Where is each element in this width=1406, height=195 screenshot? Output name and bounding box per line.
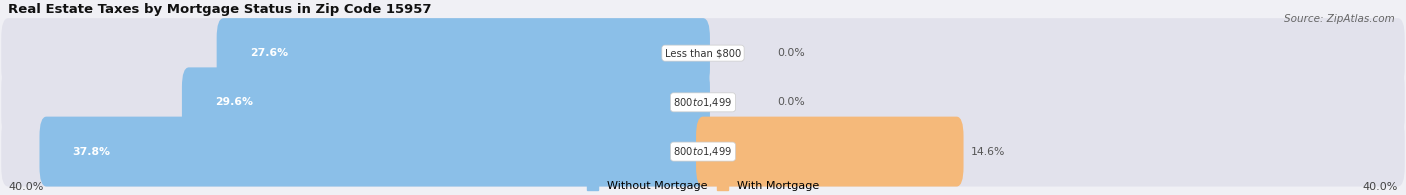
FancyBboxPatch shape	[696, 117, 963, 187]
Text: 0.0%: 0.0%	[778, 97, 804, 107]
FancyBboxPatch shape	[1, 18, 1405, 88]
Legend: Without Mortgage, With Mortgage: Without Mortgage, With Mortgage	[588, 181, 818, 191]
FancyBboxPatch shape	[39, 117, 710, 187]
FancyBboxPatch shape	[1, 117, 1405, 187]
FancyBboxPatch shape	[217, 18, 710, 88]
Text: 29.6%: 29.6%	[215, 97, 253, 107]
FancyBboxPatch shape	[181, 67, 710, 137]
Text: 40.0%: 40.0%	[8, 182, 44, 192]
Text: 27.6%: 27.6%	[250, 48, 288, 58]
Text: $800 to $1,499: $800 to $1,499	[673, 96, 733, 109]
Text: $800 to $1,499: $800 to $1,499	[673, 145, 733, 158]
Text: 37.8%: 37.8%	[73, 147, 111, 157]
Text: Less than $800: Less than $800	[665, 48, 741, 58]
Text: 40.0%: 40.0%	[1362, 182, 1398, 192]
Text: Source: ZipAtlas.com: Source: ZipAtlas.com	[1284, 14, 1395, 24]
Text: Real Estate Taxes by Mortgage Status in Zip Code 15957: Real Estate Taxes by Mortgage Status in …	[8, 3, 432, 16]
FancyBboxPatch shape	[1, 67, 1405, 137]
Text: 0.0%: 0.0%	[778, 48, 804, 58]
Text: 14.6%: 14.6%	[970, 147, 1005, 157]
